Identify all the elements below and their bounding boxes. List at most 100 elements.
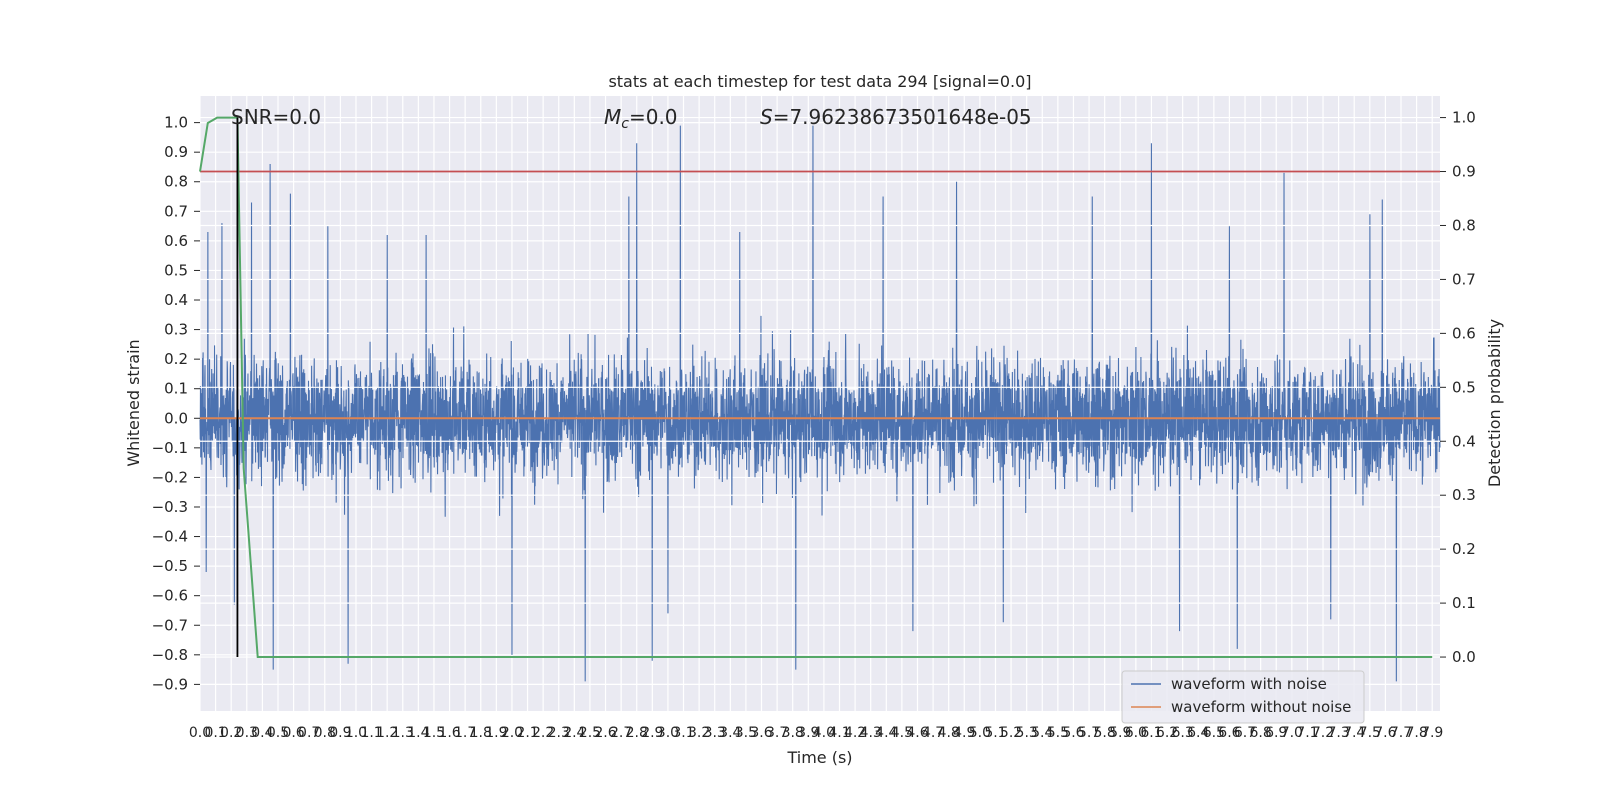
x-tick-label: 6.7 [1234,725,1256,741]
y-tick-label-left: −0.7 [152,616,188,634]
x-tick-label: 6.3 [1172,725,1194,741]
x-tick-label: 1.1 [360,725,382,741]
x-tick-label: 2.4 [563,725,585,741]
x-tick-label: 5.2 [1000,725,1022,741]
y-tick-label-right: 0.3 [1452,486,1476,504]
x-tick-label: 6.5 [1203,725,1225,741]
x-tick-label: 0.5 [267,725,289,741]
legend: waveform with noise waveform without noi… [1121,670,1365,724]
x-tick-label: 7.3 [1327,725,1349,741]
data-layer [199,116,1441,682]
x-tick-label: 6.9 [1265,725,1287,741]
x-tick-label: 7.5 [1359,725,1381,741]
x-tick-label: 3.5 [735,725,757,741]
x-tick-label: 6.8 [1249,725,1271,741]
y-tick-label-right: 0.4 [1452,432,1476,450]
x-tick-label: 5.3 [1016,725,1038,741]
y-tick-label-left: 0.1 [164,380,188,398]
x-tick-label: 1.5 [423,725,445,741]
y-tick-label-left: 0.9 [164,143,188,161]
x-tick-label: 4.5 [891,725,913,741]
annotation-mc-subscript: c [621,116,629,132]
y-tick-label-right: 0.5 [1452,378,1476,396]
x-tick-label: 6.4 [1187,725,1209,741]
annotation-mc-value: =0.0 [629,105,678,129]
x-tick-label: 3.7 [766,725,788,741]
y-tick-label-left: −0.1 [152,439,188,457]
annotation-s-value: =7.96238673501648e-05 [773,105,1032,129]
y-tick-label-left: −0.2 [152,468,188,486]
series-waveform-with-noise [199,125,1441,682]
x-tick-label: 7.4 [1343,725,1365,741]
y-tick-label-left: −0.4 [152,528,188,546]
y-tick-label-left: −0.5 [152,557,188,575]
x-tick-label: 4.6 [906,725,928,741]
x-tick-label: 5.6 [1062,725,1084,741]
x-tick-label: 1.0 [345,725,367,741]
y-tick-label-right: 0.9 [1452,163,1476,181]
y-tick-label-left: 0.3 [164,321,188,339]
x-tick-label: 3.1 [672,725,694,741]
y-tick-label-right: 0.0 [1452,648,1476,666]
x-tick-label: 5.0 [969,725,991,741]
annotation-s-symbol: S [760,105,773,129]
legend-label-clean: waveform without noise [1171,698,1351,716]
x-tick-label: 4.9 [953,725,975,741]
chart-title: stats at each timestep for test data 294… [608,72,1031,91]
y-tick-label-left: −0.6 [152,587,188,605]
x-tick-label: 0.7 [298,725,320,741]
x-tick-label: 2.5 [579,725,601,741]
x-tick-label: 5.7 [1078,725,1100,741]
y-tick-label-left: 1.0 [164,114,188,132]
x-tick-label: 0.2 [220,725,242,741]
y-tick-label-left: 0.4 [164,291,188,309]
tick-layer: 0.00.10.20.30.40.50.60.70.80.91.01.11.21… [152,109,1476,741]
x-tick-label: 1.4 [407,725,429,741]
x-tick-label: 1.9 [485,725,507,741]
x-tick-label: 6.0 [1125,725,1147,741]
y-tick-label-left: 0.2 [164,350,188,368]
annotation-chirp-mass: Mc=0.0 [604,105,678,132]
y-tick-label-right: 0.1 [1452,594,1476,612]
x-tick-label: 2.6 [594,725,616,741]
x-tick-label: 3.2 [688,725,710,741]
x-tick-label: 2.1 [516,725,538,741]
x-tick-label: 7.8 [1405,725,1427,741]
x-tick-label: 7.2 [1312,725,1334,741]
x-tick-label: 2.7 [610,725,632,741]
x-tick-label: 5.9 [1109,725,1131,741]
y-tick-label-left: −0.8 [152,646,188,664]
x-tick-label: 2.2 [532,725,554,741]
x-tick-label: 7.1 [1296,725,1318,741]
legend-box [1121,670,1365,724]
x-tick-label: 2.3 [548,725,570,741]
x-tick-label: 3.8 [782,725,804,741]
x-tick-label: 3.3 [704,725,726,741]
x-tick-label: 3.6 [750,725,772,741]
y-tick-label-left: 0.8 [164,173,188,191]
x-tick-label: 5.4 [1031,725,1053,741]
x-tick-label: 1.3 [392,725,414,741]
x-tick-label: 0.1 [204,725,226,741]
x-tick-label: 1.8 [470,725,492,741]
x-tick-label: 5.1 [984,725,1006,741]
x-tick-label: 7.0 [1281,725,1303,741]
x-tick-label: 4.1 [828,725,850,741]
y-tick-label-left: 0.5 [164,261,188,279]
annotation-s: S=7.96238673501648e-05 [760,105,1032,129]
x-tick-label: 4.0 [813,725,835,741]
x-tick-label: 4.8 [938,725,960,741]
x-tick-label: 0.4 [251,725,273,741]
x-tick-label: 7.9 [1421,725,1443,741]
x-tick-label: 7.6 [1374,725,1396,741]
y-tick-label-left: 0.0 [164,409,188,427]
x-axis-label: Time (s) [786,748,852,767]
y-tick-label-left: −0.3 [152,498,188,516]
x-tick-label: 3.9 [797,725,819,741]
x-tick-label: 1.7 [454,725,476,741]
x-tick-label: 0.9 [329,725,351,741]
legend-label-noise: waveform with noise [1171,675,1327,693]
x-tick-label: 4.7 [922,725,944,741]
y-tick-label-right: 1.0 [1452,109,1476,127]
